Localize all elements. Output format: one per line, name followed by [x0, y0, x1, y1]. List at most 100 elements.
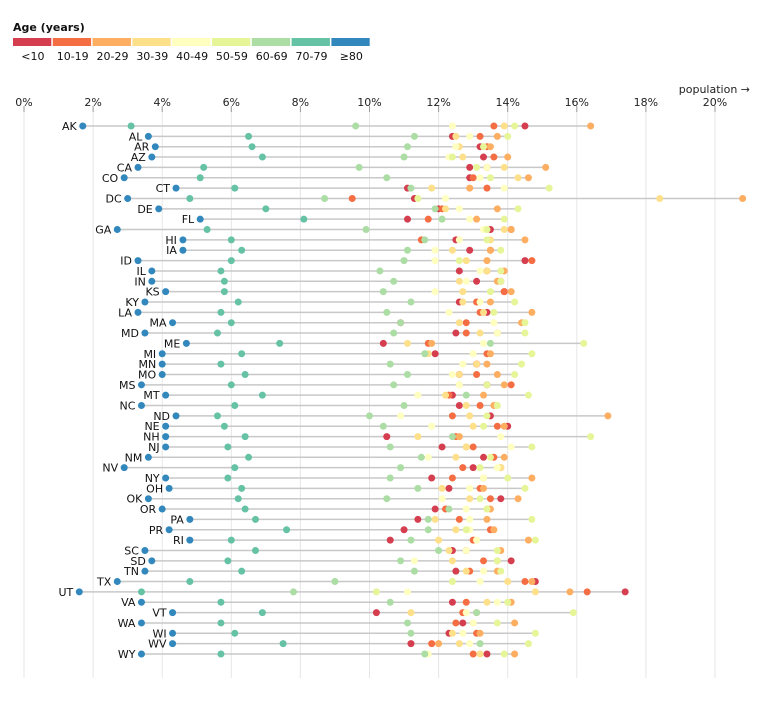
dot-md-3 [476, 329, 484, 337]
dot-wa-5 [493, 619, 501, 627]
dot-or-8 [158, 505, 166, 513]
row-nc: NC [120, 400, 501, 413]
dot-fl-2 [473, 215, 481, 223]
legend-swatch [251, 38, 291, 46]
dot-ia-5 [497, 246, 505, 254]
dot-ms-1 [507, 381, 515, 389]
dot-de-5 [514, 205, 522, 213]
dot-pa-4 [466, 515, 474, 523]
dot-va-5 [504, 598, 512, 606]
row-vt: VT [152, 607, 577, 620]
dot-me-3 [404, 339, 412, 347]
dot-la-4 [445, 308, 453, 316]
dot-nh-0 [383, 433, 391, 441]
state-label: AL [129, 130, 144, 143]
dot-md-7 [213, 329, 221, 337]
dot-wi-4 [459, 629, 467, 637]
dot-tn-8 [141, 567, 149, 575]
dot-de-6 [431, 205, 439, 213]
dot-id-3 [462, 257, 470, 265]
dot-ms-4 [455, 381, 463, 389]
legend: Age (years) <10 10-19 20-29 30-39 40-49 50-59… [13, 21, 370, 63]
dot-nd-7 [213, 412, 221, 420]
dot-co-7 [196, 174, 204, 182]
dot-ia-8 [179, 246, 187, 254]
dot-ri-2 [524, 536, 532, 544]
row-ut: UT [58, 586, 629, 599]
dot-ct-3 [428, 184, 436, 192]
dot-wv-1 [428, 640, 436, 648]
dot-ma-8 [169, 319, 177, 327]
dot-tn-6 [410, 567, 418, 575]
dot-la-5 [490, 308, 498, 316]
dot-nm-0 [480, 453, 488, 461]
dot-ca-2 [542, 163, 550, 171]
dot-ny-2 [528, 474, 536, 482]
dot-mi-8 [158, 350, 166, 358]
state-label: IA [166, 244, 177, 257]
dot-va-1 [462, 598, 470, 606]
dot-nm-4 [424, 453, 432, 461]
dot-pa-7 [251, 515, 259, 523]
state-label: ND [153, 410, 170, 423]
x-grid [23, 108, 716, 678]
dot-tn-5 [497, 567, 505, 575]
dot-wy-5 [500, 650, 508, 658]
dot-ms-5 [483, 381, 491, 389]
row-ok: OK [127, 493, 522, 506]
dot-tx-5 [448, 578, 456, 586]
dot-ga-5 [483, 226, 491, 234]
dot-ak-0 [521, 122, 529, 130]
dot-ny-1 [448, 474, 456, 482]
dot-nv-6 [397, 464, 405, 472]
state-label: TN [123, 565, 139, 578]
dot-ks-4 [431, 288, 439, 296]
dot-or-7 [241, 505, 249, 513]
dot-ne-8 [162, 422, 170, 430]
dot-sc-6 [435, 546, 443, 554]
dot-nv-4 [493, 464, 501, 472]
dot-ny-6 [386, 474, 394, 482]
dot-or-0 [431, 505, 439, 513]
dot-nj-8 [162, 443, 170, 451]
dot-wa-0 [459, 619, 467, 627]
x-tick-label: 20% [703, 96, 727, 109]
dot-il-3 [483, 267, 491, 275]
dot-ok-0 [497, 495, 505, 503]
dot-nv-0 [469, 464, 477, 472]
dot-wi-7 [231, 629, 239, 637]
dot-in-5 [497, 277, 505, 285]
dot-pr-7 [283, 526, 291, 534]
dot-mi-5 [528, 350, 536, 358]
dot-ma-6 [397, 319, 405, 327]
dot-il-7 [217, 267, 225, 275]
row-mn: MN [138, 358, 526, 371]
row-me: ME [164, 337, 588, 350]
dot-fl-7 [300, 215, 308, 223]
dot-ak-5 [511, 122, 519, 130]
dot-ia-7 [238, 246, 246, 254]
dot-hi-5 [483, 236, 491, 244]
state-label: CA [117, 161, 133, 174]
state-label: LA [118, 306, 132, 319]
row-ct: CT [156, 182, 553, 195]
dot-ct-8 [172, 184, 180, 192]
dot-sc-4 [462, 546, 470, 554]
dot-sd-0 [507, 557, 515, 565]
dot-me-2 [428, 339, 436, 347]
dot-mt-6 [462, 391, 470, 399]
dot-ks-7 [220, 288, 228, 296]
state-label: KS [145, 286, 159, 299]
legend-label: 20-29 [97, 50, 129, 63]
dot-ut-3 [531, 588, 539, 596]
dot-hi-6 [421, 236, 429, 244]
dot-ar-8 [151, 143, 159, 151]
dot-wy-7 [217, 650, 225, 658]
dot-mi-2 [486, 350, 494, 358]
state-label: WV [148, 638, 167, 651]
dot-wy-3 [476, 650, 484, 658]
dot-ca-8 [134, 163, 142, 171]
dot-nh-8 [162, 433, 170, 441]
row-nv: NV [102, 462, 505, 475]
